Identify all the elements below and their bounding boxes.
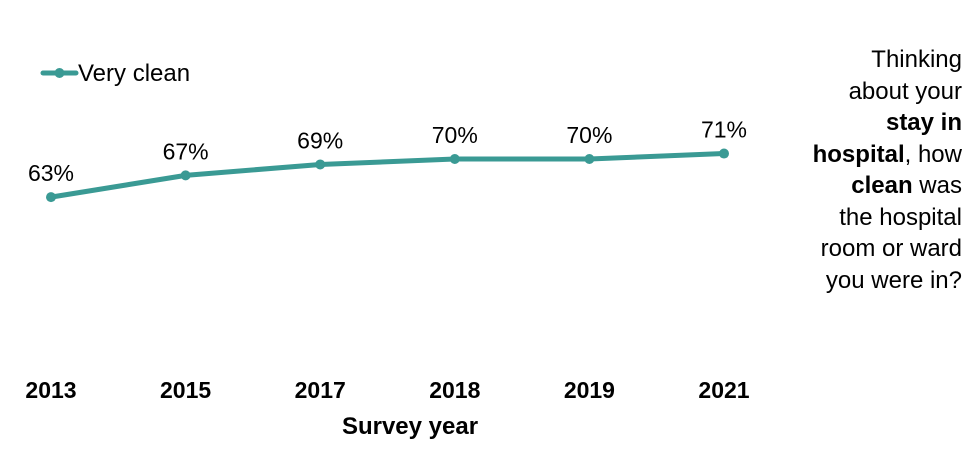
- x-tick-label: 2013: [25, 377, 76, 403]
- x-axis: 2013 2015 2017 2018 2019 2021: [25, 377, 749, 403]
- data-label: 67%: [163, 138, 209, 164]
- x-tick-label: 2019: [564, 377, 615, 403]
- question-text-part: Thinking about your: [848, 46, 962, 105]
- data-point: [46, 192, 56, 203]
- question-text-part: , how: [904, 140, 962, 168]
- question-text-part: was the hospital room or ward you were i…: [820, 172, 962, 294]
- x-tick-label: 2018: [429, 377, 480, 403]
- data-label: 70%: [432, 122, 478, 148]
- legend: Very clean: [40, 60, 190, 87]
- plot-area: 63% 67% 69% 70% 70% 71%: [28, 117, 747, 203]
- legend-marker-swatch: [54, 68, 65, 78]
- x-tick-label: 2017: [295, 377, 346, 403]
- data-point: [584, 154, 595, 164]
- series-line-very-clean: [48, 151, 727, 200]
- x-tick-label: 2021: [698, 377, 749, 403]
- legend-label: Very clean: [78, 60, 190, 87]
- data-label: 69%: [297, 127, 343, 153]
- data-label: 71%: [701, 117, 747, 143]
- line-chart: Very clean 63%67% 69% 70% 70% 71% 2013 2015 20…: [25, 60, 749, 440]
- x-axis-title: Survey year: [342, 413, 478, 440]
- question-emphasis-clean: clean: [851, 172, 913, 199]
- data-label: 70%: [566, 122, 612, 148]
- question-emphasis-stay: stay in hospital: [812, 109, 962, 168]
- data-label: 63%: [28, 160, 74, 186]
- data-point: [449, 154, 460, 164]
- survey-question-text: Thinking about your stay in hospital, ho…: [812, 44, 962, 296]
- data-point: [180, 170, 191, 181]
- data-point: [315, 159, 326, 170]
- x-tick-label: 2015: [160, 377, 211, 403]
- data-point: [719, 148, 729, 159]
